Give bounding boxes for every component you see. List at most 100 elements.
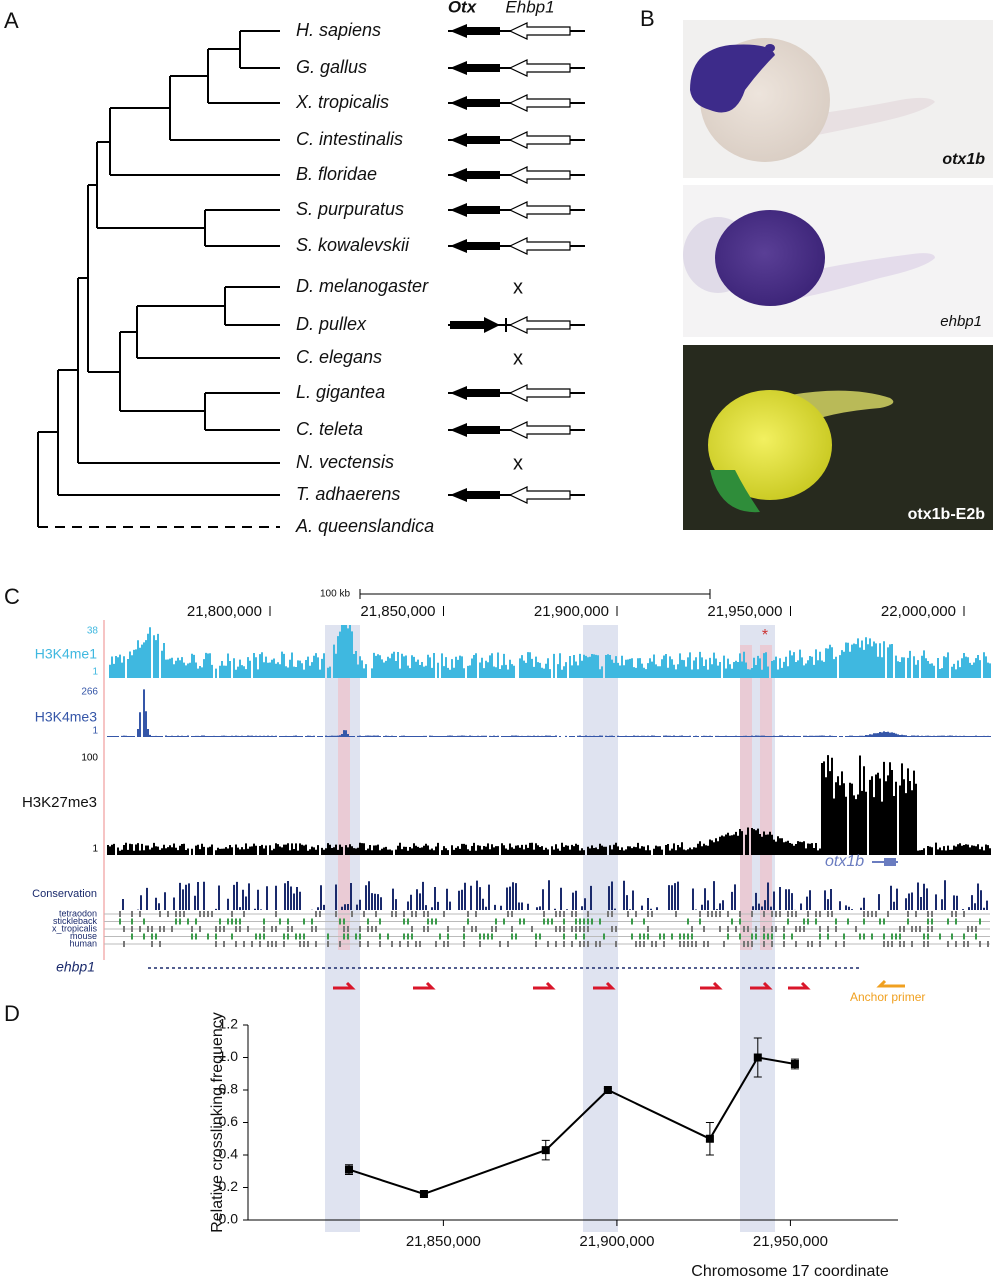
x-tick-label: 21,900,000 bbox=[579, 1233, 654, 1250]
ehbp1-gene bbox=[508, 166, 571, 184]
ehbp1-gene bbox=[508, 421, 571, 439]
genome-browser: 21,800,000 21,850,000 21,900,000 21,950,000… bbox=[22, 603, 991, 948]
ehbp1-gene bbox=[508, 131, 571, 149]
y-tick-label: 0.6 bbox=[219, 1113, 239, 1129]
data-point bbox=[753, 1053, 762, 1062]
panel-label: C bbox=[4, 584, 20, 609]
absent-mark: x bbox=[513, 347, 523, 369]
species-name: H. sapiens bbox=[296, 20, 381, 40]
data-point bbox=[419, 1190, 428, 1198]
otx-gene bbox=[450, 488, 500, 502]
species-track-label: mouse bbox=[70, 931, 97, 941]
x-tick-label: 21,950,000 bbox=[753, 1233, 828, 1250]
absent-mark: x bbox=[513, 452, 523, 474]
embryo-photo: otx1b-E2b bbox=[683, 345, 993, 530]
x-tick-label: 21,850,000 bbox=[406, 1233, 481, 1250]
species-list: H. sapiens G. gallus X. tropicalis C. intes… bbox=[295, 20, 585, 504]
otx-gene bbox=[450, 168, 500, 182]
track-min: 1 bbox=[92, 667, 98, 678]
data-point bbox=[603, 1086, 612, 1094]
ehbp1-gene bbox=[508, 486, 571, 504]
gene-header: Ehbp1 bbox=[505, 0, 554, 16]
y-tick-label: 1.0 bbox=[219, 1048, 239, 1064]
y-axis-title: Relative crosslinking frequency bbox=[209, 1012, 226, 1233]
species-name: C. intestinalis bbox=[296, 129, 403, 149]
y-tick-label: 0.0 bbox=[219, 1211, 239, 1227]
ehbp1-gene bbox=[508, 201, 571, 219]
otx-gene bbox=[450, 423, 500, 437]
track-max: 38 bbox=[87, 626, 99, 637]
alignment-blocks bbox=[123, 926, 977, 932]
alignment-blocks bbox=[119, 911, 965, 917]
species-name: A. queenslandica bbox=[295, 516, 434, 536]
data-point bbox=[790, 1060, 799, 1068]
otx-gene bbox=[450, 386, 500, 400]
alignment-blocks bbox=[119, 918, 981, 925]
gene-label: ehbp1 bbox=[56, 959, 95, 975]
gene-label: otx1b bbox=[825, 853, 864, 870]
species-name: D. pullex bbox=[296, 314, 367, 334]
otx-gene bbox=[450, 61, 500, 75]
data-point bbox=[344, 1165, 353, 1174]
x-axis-title: Chromosome 17 coordinate bbox=[691, 1263, 889, 1280]
otx-gene bbox=[450, 239, 500, 253]
gene-model bbox=[884, 858, 896, 866]
species-name: S. purpuratus bbox=[296, 199, 404, 219]
species-name: B. floridae bbox=[296, 164, 377, 184]
species-track-label: human bbox=[69, 938, 97, 948]
conservation-track bbox=[122, 880, 988, 910]
otx-gene bbox=[450, 96, 500, 110]
species-name: C. teleta bbox=[296, 419, 363, 439]
species-name: D. melanogaster bbox=[296, 276, 429, 296]
species-track-label: tetraodon bbox=[59, 908, 97, 918]
signal-track bbox=[107, 689, 991, 737]
otx-gene bbox=[450, 133, 500, 147]
track-label: H3K4me1 bbox=[35, 646, 97, 662]
embryo-label: ehbp1 bbox=[940, 313, 982, 330]
absent-mark: x bbox=[513, 276, 523, 298]
anchor-label: Anchor primer bbox=[850, 990, 925, 1004]
otx-gene bbox=[450, 203, 500, 217]
coordinate-label: 21,900,000 bbox=[534, 603, 609, 620]
scale-label: 100 kb bbox=[320, 589, 350, 600]
coordinate-label: 21,850,000 bbox=[360, 603, 435, 620]
asterisk: * bbox=[762, 627, 768, 644]
ehbp1-gene bbox=[508, 22, 571, 40]
panel-label: D bbox=[4, 1001, 20, 1026]
track-min: 1 bbox=[92, 844, 98, 855]
species-track-label: x_tropicalis bbox=[52, 923, 98, 933]
species-name: T. adhaerens bbox=[296, 484, 400, 504]
series-line bbox=[348, 1056, 796, 1196]
species-name: S. kowalevskii bbox=[296, 235, 410, 255]
y-tick-label: 0.2 bbox=[219, 1178, 239, 1194]
embryo-label: otx1b-E2b bbox=[908, 506, 986, 523]
track-max: 266 bbox=[81, 687, 98, 698]
pink-bands bbox=[338, 645, 772, 950]
coordinate-label: 22,000,000 bbox=[881, 603, 956, 620]
ehbp1-gene bbox=[508, 94, 571, 112]
alignment-blocks bbox=[123, 941, 989, 947]
data-point bbox=[705, 1134, 714, 1143]
species-name: G. gallus bbox=[296, 57, 367, 77]
track-min: 1 bbox=[92, 726, 98, 737]
anchor-arrow bbox=[876, 979, 905, 988]
phylogenetic-tree bbox=[37, 30, 280, 527]
ehbp1-gene bbox=[508, 316, 571, 334]
y-tick-label: 0.8 bbox=[219, 1081, 239, 1097]
ehbp1-gene bbox=[508, 384, 571, 402]
otx-gene bbox=[450, 317, 500, 333]
species-name: L. gigantea bbox=[296, 382, 385, 402]
gene-header: Otx bbox=[448, 0, 478, 16]
ehbp1-gene bbox=[508, 59, 571, 77]
track-label: H3K27me3 bbox=[22, 794, 97, 811]
coordinate-label: 21,950,000 bbox=[707, 603, 782, 620]
species-name: N. vectensis bbox=[296, 452, 394, 472]
species-name: X. tropicalis bbox=[295, 92, 389, 112]
coordinate-label: 21,800,000 bbox=[187, 603, 262, 620]
signal-track bbox=[109, 625, 991, 678]
track-label: H3K4me3 bbox=[35, 709, 97, 725]
otx-gene bbox=[450, 24, 500, 38]
panel-label: A bbox=[4, 8, 19, 33]
y-tick-label: 1.2 bbox=[219, 1016, 239, 1032]
